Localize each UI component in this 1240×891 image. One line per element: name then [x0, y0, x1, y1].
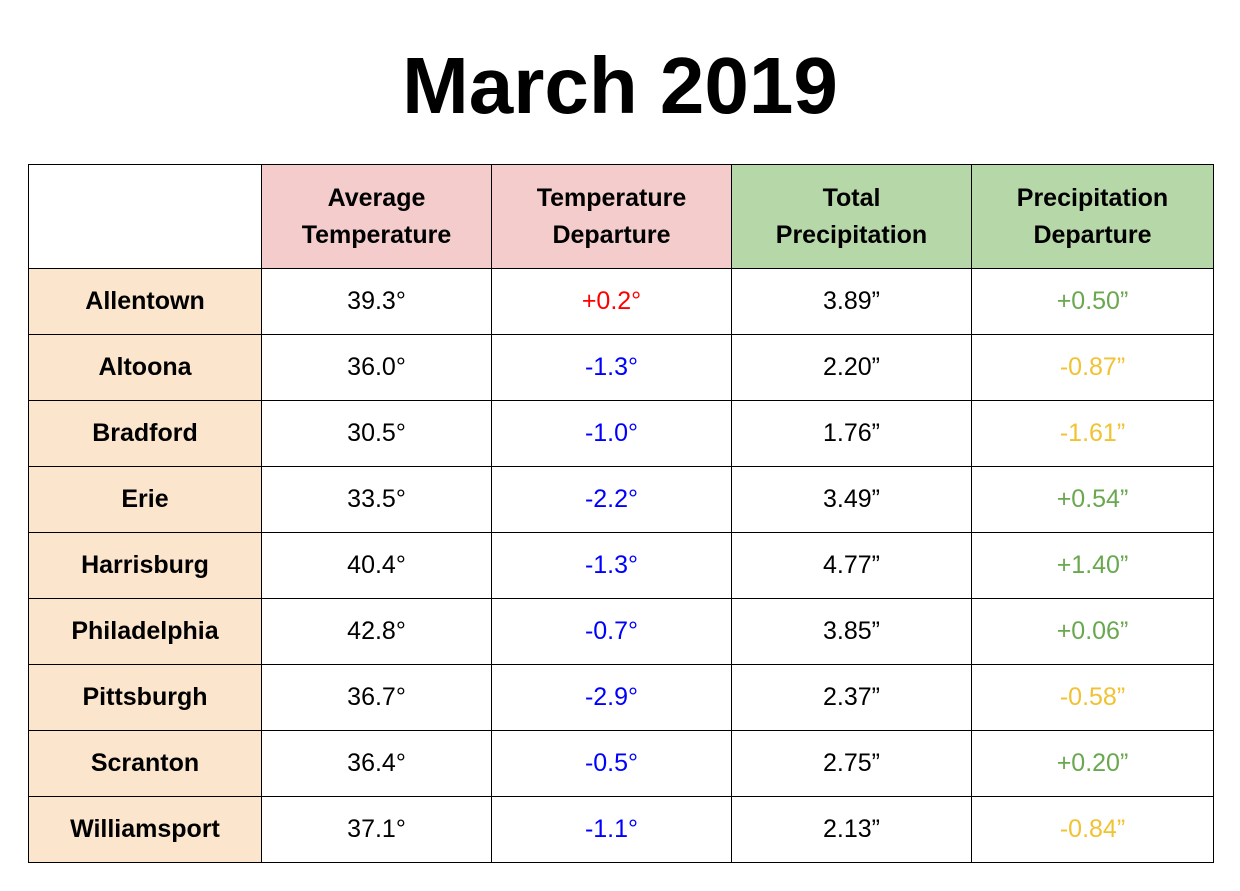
average-temperature-cell: 36.7° — [261, 664, 492, 731]
header-line: Precipitation — [775, 220, 928, 249]
precipitation-departure-cell: -0.84” — [971, 796, 1214, 863]
header-corner-cell — [28, 164, 262, 269]
precipitation-departure-cell: +0.54” — [971, 466, 1214, 533]
table-row: Philadelphia 42.8° -0.7° 3.85” +0.06” — [28, 598, 1214, 665]
average-temperature-cell: 36.0° — [261, 334, 492, 401]
city-name-cell: Erie — [28, 466, 262, 533]
temperature-departure-cell: -0.5° — [491, 730, 732, 797]
climate-table: Average Temperature Temperature Departur… — [28, 164, 1214, 863]
header-line: Departure — [1033, 220, 1152, 249]
city-name-cell: Scranton — [28, 730, 262, 797]
city-name-cell: Altoona — [28, 334, 262, 401]
table-row: Allentown 39.3° +0.2° 3.89” +0.50” — [28, 268, 1214, 335]
precipitation-departure-cell: -1.61” — [971, 400, 1214, 467]
average-temperature-cell: 36.4° — [261, 730, 492, 797]
average-temperature-cell: 40.4° — [261, 532, 492, 599]
temperature-departure-cell: -2.2° — [491, 466, 732, 533]
temperature-departure-cell: -1.3° — [491, 334, 732, 401]
city-name-cell: Bradford — [28, 400, 262, 467]
total-precipitation-cell: 4.77” — [731, 532, 972, 599]
city-name-cell: Harrisburg — [28, 532, 262, 599]
city-name-cell: Allentown — [28, 268, 262, 335]
table-row: Scranton 36.4° -0.5° 2.75” +0.20” — [28, 730, 1214, 797]
temperature-departure-cell: -1.1° — [491, 796, 732, 863]
temperature-departure-cell: -1.0° — [491, 400, 732, 467]
city-name-cell: Williamsport — [28, 796, 262, 863]
header-precipitation-departure: Precipitation Departure — [971, 164, 1214, 269]
header-line: Departure — [552, 220, 671, 249]
average-temperature-cell: 30.5° — [261, 400, 492, 467]
total-precipitation-cell: 2.13” — [731, 796, 972, 863]
table-row: Harrisburg 40.4° -1.3° 4.77” +1.40” — [28, 532, 1214, 599]
precipitation-departure-cell: +1.40” — [971, 532, 1214, 599]
precipitation-departure-cell: -0.58” — [971, 664, 1214, 731]
temperature-departure-cell: -0.7° — [491, 598, 732, 665]
city-name-cell: Philadelphia — [28, 598, 262, 665]
page-title: March 2019 — [402, 41, 838, 130]
average-temperature-cell: 33.5° — [261, 466, 492, 533]
header-line: Temperature — [301, 220, 452, 249]
total-precipitation-cell: 1.76” — [731, 400, 972, 467]
table-row: Williamsport 37.1° -1.1° 2.13” -0.84” — [28, 796, 1214, 863]
header-line: Average — [327, 183, 426, 212]
table-row: Erie 33.5° -2.2° 3.49” +0.54” — [28, 466, 1214, 533]
table-row: Pittsburgh 36.7° -2.9° 2.37” -0.58” — [28, 664, 1214, 731]
total-precipitation-cell: 2.75” — [731, 730, 972, 797]
precipitation-departure-cell: +0.50” — [971, 268, 1214, 335]
precipitation-departure-cell: -0.87” — [971, 334, 1214, 401]
header-average-temperature: Average Temperature — [261, 164, 492, 269]
header-line: Precipitation — [1016, 183, 1169, 212]
average-temperature-cell: 42.8° — [261, 598, 492, 665]
total-precipitation-cell: 3.89” — [731, 268, 972, 335]
table-body: Allentown 39.3° +0.2° 3.89” +0.50” Altoona 36.… — [28, 268, 1214, 863]
header-total-precipitation: Total Precipitation — [731, 164, 972, 269]
total-precipitation-cell: 2.20” — [731, 334, 972, 401]
city-name-cell: Pittsburgh — [28, 664, 262, 731]
average-temperature-cell: 37.1° — [261, 796, 492, 863]
table-row: Altoona 36.0° -1.3° 2.20” -0.87” — [28, 334, 1214, 401]
precipitation-departure-cell: +0.20” — [971, 730, 1214, 797]
header-row: Average Temperature Temperature Departur… — [28, 164, 1214, 269]
total-precipitation-cell: 3.85” — [731, 598, 972, 665]
temperature-departure-cell: +0.2° — [491, 268, 732, 335]
table-row: Bradford 30.5° -1.0° 1.76” -1.61” — [28, 400, 1214, 467]
header-line: Total — [822, 183, 881, 212]
header-line: Temperature — [536, 183, 687, 212]
temperature-departure-cell: -1.3° — [491, 532, 732, 599]
temperature-departure-cell: -2.9° — [491, 664, 732, 731]
average-temperature-cell: 39.3° — [261, 268, 492, 335]
header-temperature-departure: Temperature Departure — [491, 164, 732, 269]
precipitation-departure-cell: +0.06” — [971, 598, 1214, 665]
total-precipitation-cell: 2.37” — [731, 664, 972, 731]
total-precipitation-cell: 3.49” — [731, 466, 972, 533]
